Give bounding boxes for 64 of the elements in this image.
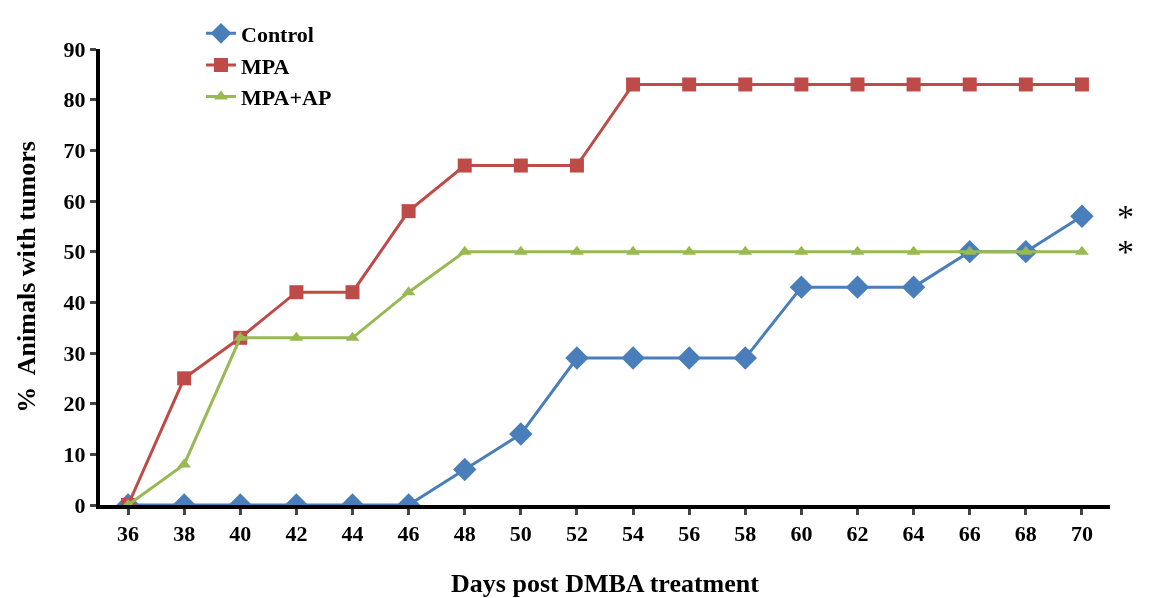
point (850, 77, 865, 92)
point (789, 275, 814, 299)
x-tick-label: 60 (790, 521, 813, 547)
point (457, 158, 472, 173)
x-tick-label: 70 (1070, 521, 1093, 547)
y-tick-label: 60 (63, 188, 86, 214)
point (794, 77, 809, 92)
point (733, 346, 757, 370)
x-tick-label: 56 (678, 521, 701, 547)
x-axis-title: Days post DMBA treatment (451, 569, 760, 598)
y-tick-label: 10 (63, 442, 86, 468)
x-tick-label: 42 (285, 521, 308, 547)
annotation: * (1117, 233, 1134, 270)
x-tick-label: 64 (902, 521, 925, 547)
point (682, 77, 697, 92)
y-tick-label: 30 (63, 340, 86, 366)
x-tick-label: 54 (622, 521, 645, 547)
y-tick-label: 50 (63, 239, 86, 265)
point (677, 346, 701, 370)
point (738, 77, 753, 92)
x-tick-label: 62 (846, 521, 869, 547)
x-tick-label: 68 (1014, 521, 1037, 547)
x-tick-label: 40 (229, 521, 252, 547)
x-tick-label: 36 (117, 521, 140, 547)
point (1070, 204, 1094, 228)
y-tick-label: 0 (74, 492, 86, 518)
point (289, 285, 304, 300)
y-tick-label: 20 (63, 391, 86, 417)
x-tick-label: 38 (173, 521, 196, 547)
point (1074, 77, 1089, 92)
point (345, 285, 360, 300)
point (569, 158, 584, 173)
x-tick-label: 50 (509, 521, 532, 547)
point (453, 457, 477, 482)
point (621, 346, 645, 370)
legend-label: MPA+AP (241, 85, 332, 111)
point (177, 371, 192, 386)
point (570, 245, 584, 255)
x-tick-label: 48 (453, 521, 476, 547)
point (565, 346, 589, 370)
point (513, 158, 528, 173)
legend-label: Control (241, 21, 314, 47)
point (906, 77, 921, 92)
x-tick-label: 44 (341, 521, 364, 547)
x-tick-label: 52 (565, 521, 588, 547)
point (962, 77, 977, 92)
y-tick-label: 80 (63, 87, 86, 113)
x-tick-label: 46 (397, 521, 420, 547)
x-tick-label: 58 (734, 521, 757, 547)
x-tick-label: 66 (958, 521, 981, 547)
y-tick-label: 70 (63, 138, 86, 164)
y-tick-label: 90 (63, 36, 86, 62)
point (401, 204, 416, 219)
point (901, 275, 926, 299)
legend-label: MPA (241, 53, 290, 79)
point (1018, 77, 1033, 92)
annotation: * (1117, 198, 1134, 235)
point (845, 275, 870, 299)
point (626, 245, 640, 255)
point (1075, 245, 1089, 255)
y-tick-label: 40 (63, 290, 86, 316)
point (626, 77, 641, 92)
point (509, 422, 533, 446)
y-axis-title: % Animals with tumors (12, 141, 41, 413)
